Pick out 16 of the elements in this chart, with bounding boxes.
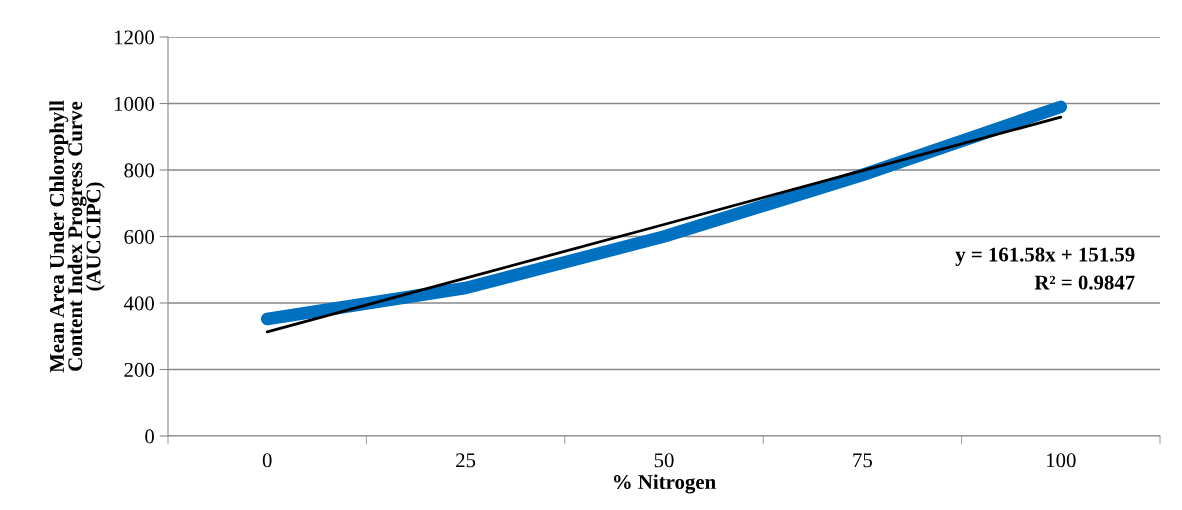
annotation: R² = 0.9847 xyxy=(1034,275,1135,290)
x-tick-label: 75 xyxy=(853,453,872,468)
x-axis-title: % Nitrogen xyxy=(613,474,716,494)
y-tick-label: 200 xyxy=(124,362,155,377)
y-tick-label: 0 xyxy=(145,429,155,444)
y-tick-label: 1200 xyxy=(114,30,155,45)
x-tick-label: 100 xyxy=(1047,453,1076,468)
x-tick-label: 50 xyxy=(654,453,674,468)
y-tick-label: 400 xyxy=(123,296,155,311)
x-tick-label: 25 xyxy=(456,453,476,468)
y-axis-title: Mean Area Under Chlorophyll Content Index Progress Curve (AUCCIPC) xyxy=(49,100,105,373)
x-tick-label: 0 xyxy=(262,453,272,468)
y-tick-label: 800 xyxy=(124,163,155,178)
annotation: y = 161.58x + 151.59 xyxy=(955,247,1135,266)
y-tick-label: 600 xyxy=(124,229,155,244)
y-tick-label: 1000 xyxy=(114,96,155,111)
